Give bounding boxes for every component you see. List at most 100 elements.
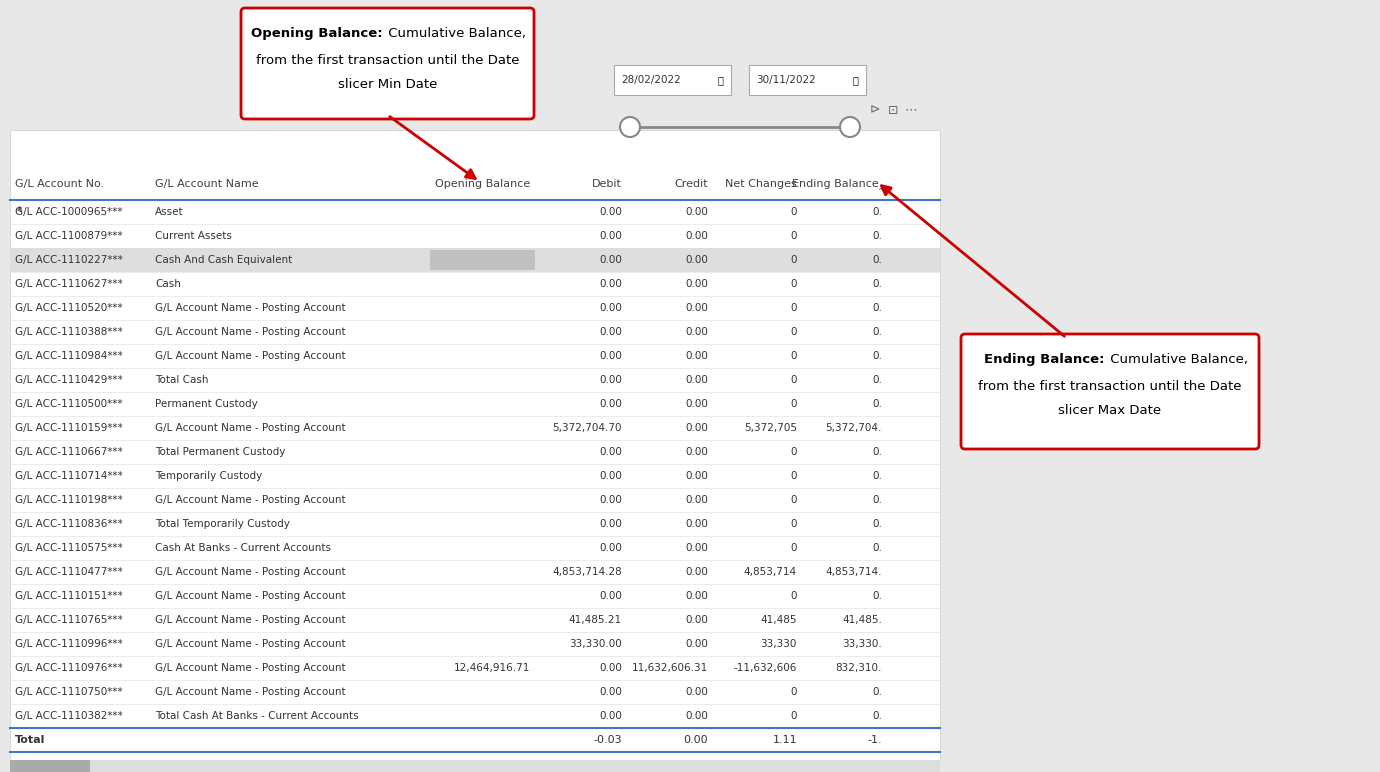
Text: 0.00: 0.00	[684, 279, 708, 289]
Text: G/L ACC-1110388***: G/L ACC-1110388***	[15, 327, 123, 337]
Text: Debit: Debit	[592, 179, 622, 189]
Text: 0.: 0.	[872, 375, 882, 385]
Text: 0: 0	[791, 375, 798, 385]
Text: 4,853,714.: 4,853,714.	[825, 567, 882, 577]
Text: 0.: 0.	[872, 711, 882, 721]
Text: 0: 0	[791, 519, 798, 529]
Text: 4,853,714: 4,853,714	[744, 567, 798, 577]
Text: Net Changes: Net Changes	[726, 179, 798, 189]
Text: 12,464,916.71: 12,464,916.71	[454, 663, 530, 673]
Text: 11,632,606.31: 11,632,606.31	[632, 663, 708, 673]
Text: 0: 0	[791, 207, 798, 217]
Text: 0.00: 0.00	[684, 519, 708, 529]
Text: 0.00: 0.00	[599, 231, 622, 241]
Text: 0.00: 0.00	[599, 279, 622, 289]
Text: G/L ACC-1110520***: G/L ACC-1110520***	[15, 303, 123, 313]
Text: 0.: 0.	[872, 447, 882, 457]
Text: G/L Account Name - Posting Account: G/L Account Name - Posting Account	[155, 591, 345, 601]
Text: slicer Max Date: slicer Max Date	[1058, 404, 1162, 417]
Text: Cash And Cash Equivalent: Cash And Cash Equivalent	[155, 255, 293, 265]
FancyBboxPatch shape	[749, 65, 867, 95]
Text: 0.: 0.	[872, 279, 882, 289]
Text: 0.00: 0.00	[599, 471, 622, 481]
Text: G/L ACC-1110836***: G/L ACC-1110836***	[15, 519, 123, 529]
Text: 0.: 0.	[872, 351, 882, 361]
Text: 0: 0	[791, 471, 798, 481]
Text: 0.00: 0.00	[684, 231, 708, 241]
Text: G/L Account Name - Posting Account: G/L Account Name - Posting Account	[155, 567, 345, 577]
Text: ⊳: ⊳	[869, 103, 880, 117]
Text: G/L Account Name: G/L Account Name	[155, 179, 258, 189]
Text: 4,853,714.28: 4,853,714.28	[552, 567, 622, 577]
Text: 5,372,704.: 5,372,704.	[825, 423, 882, 433]
Text: 0.: 0.	[872, 591, 882, 601]
Text: 0: 0	[791, 447, 798, 457]
Text: 0.00: 0.00	[684, 639, 708, 649]
Text: 0: 0	[791, 591, 798, 601]
Text: 0.00: 0.00	[684, 471, 708, 481]
Text: 0.00: 0.00	[599, 327, 622, 337]
Text: 0.00: 0.00	[599, 519, 622, 529]
Text: Temporarily Custody: Temporarily Custody	[155, 471, 262, 481]
Text: 41,485.21: 41,485.21	[569, 615, 622, 625]
FancyBboxPatch shape	[241, 8, 534, 119]
Text: ⊡: ⊡	[887, 103, 898, 117]
Text: 33,330: 33,330	[760, 639, 798, 649]
Text: from the first transaction until the Date: from the first transaction until the Dat…	[255, 53, 519, 66]
Text: 5,372,704.70: 5,372,704.70	[552, 423, 622, 433]
Text: G/L ACC-1110151***: G/L ACC-1110151***	[15, 591, 123, 601]
Text: G/L ACC-1110198***: G/L ACC-1110198***	[15, 495, 123, 505]
Text: 0.00: 0.00	[684, 351, 708, 361]
Text: G/L ACC-1110382***: G/L ACC-1110382***	[15, 711, 123, 721]
Text: Cash: Cash	[155, 279, 181, 289]
Text: 0.00: 0.00	[599, 207, 622, 217]
Text: G/L ACC-1110984***: G/L ACC-1110984***	[15, 351, 123, 361]
Text: 0: 0	[791, 327, 798, 337]
Text: 0.00: 0.00	[684, 567, 708, 577]
Text: G/L Account Name - Posting Account: G/L Account Name - Posting Account	[155, 687, 345, 697]
Text: ▲: ▲	[17, 205, 22, 211]
Text: 0.00: 0.00	[599, 495, 622, 505]
Text: Total: Total	[15, 735, 46, 745]
FancyBboxPatch shape	[10, 130, 940, 760]
Text: G/L ACC-1110714***: G/L ACC-1110714***	[15, 471, 123, 481]
Text: 0.00: 0.00	[683, 735, 708, 745]
Text: G/L Account Name - Posting Account: G/L Account Name - Posting Account	[155, 351, 345, 361]
Text: Credit: Credit	[675, 179, 708, 189]
Text: Cumulative Balance,: Cumulative Balance,	[1105, 354, 1248, 367]
Text: Current Assets: Current Assets	[155, 231, 232, 241]
Text: from the first transaction until the Date: from the first transaction until the Dat…	[978, 380, 1242, 392]
Text: -11,632,606: -11,632,606	[734, 663, 798, 673]
FancyBboxPatch shape	[10, 760, 90, 772]
Text: 0.00: 0.00	[684, 327, 708, 337]
Text: 0: 0	[791, 687, 798, 697]
Text: G/L Account Name - Posting Account: G/L Account Name - Posting Account	[155, 495, 345, 505]
Text: 0.: 0.	[872, 471, 882, 481]
Text: G/L ACC-1110750***: G/L ACC-1110750***	[15, 687, 123, 697]
Text: G/L ACC-1110976***: G/L ACC-1110976***	[15, 663, 123, 673]
Text: Cash At Banks - Current Accounts: Cash At Banks - Current Accounts	[155, 543, 331, 553]
Text: G/L ACC-1110667***: G/L ACC-1110667***	[15, 447, 123, 457]
Text: G/L Account Name - Posting Account: G/L Account Name - Posting Account	[155, 423, 345, 433]
Text: Ending Balance:: Ending Balance:	[984, 354, 1105, 367]
Text: Permanent Custody: Permanent Custody	[155, 399, 258, 409]
Text: 0: 0	[791, 255, 798, 265]
Text: 0.00: 0.00	[684, 399, 708, 409]
Text: G/L ACC-1110159***: G/L ACC-1110159***	[15, 423, 123, 433]
Text: 0.00: 0.00	[684, 495, 708, 505]
Text: 0.00: 0.00	[684, 711, 708, 721]
Text: 0.00: 0.00	[684, 255, 708, 265]
Text: 0.00: 0.00	[599, 663, 622, 673]
Text: 0.00: 0.00	[599, 375, 622, 385]
Text: 0.00: 0.00	[599, 591, 622, 601]
Text: 0.00: 0.00	[599, 687, 622, 697]
Circle shape	[840, 117, 860, 137]
Text: 0.00: 0.00	[684, 207, 708, 217]
Text: G/L ACC-1110227***: G/L ACC-1110227***	[15, 255, 123, 265]
Text: Total Cash At Banks - Current Accounts: Total Cash At Banks - Current Accounts	[155, 711, 359, 721]
Text: 33,330.: 33,330.	[842, 639, 882, 649]
Text: 0.00: 0.00	[599, 447, 622, 457]
Text: G/L ACC-1110500***: G/L ACC-1110500***	[15, 399, 123, 409]
Text: 0: 0	[791, 279, 798, 289]
Text: 📅: 📅	[851, 75, 858, 85]
